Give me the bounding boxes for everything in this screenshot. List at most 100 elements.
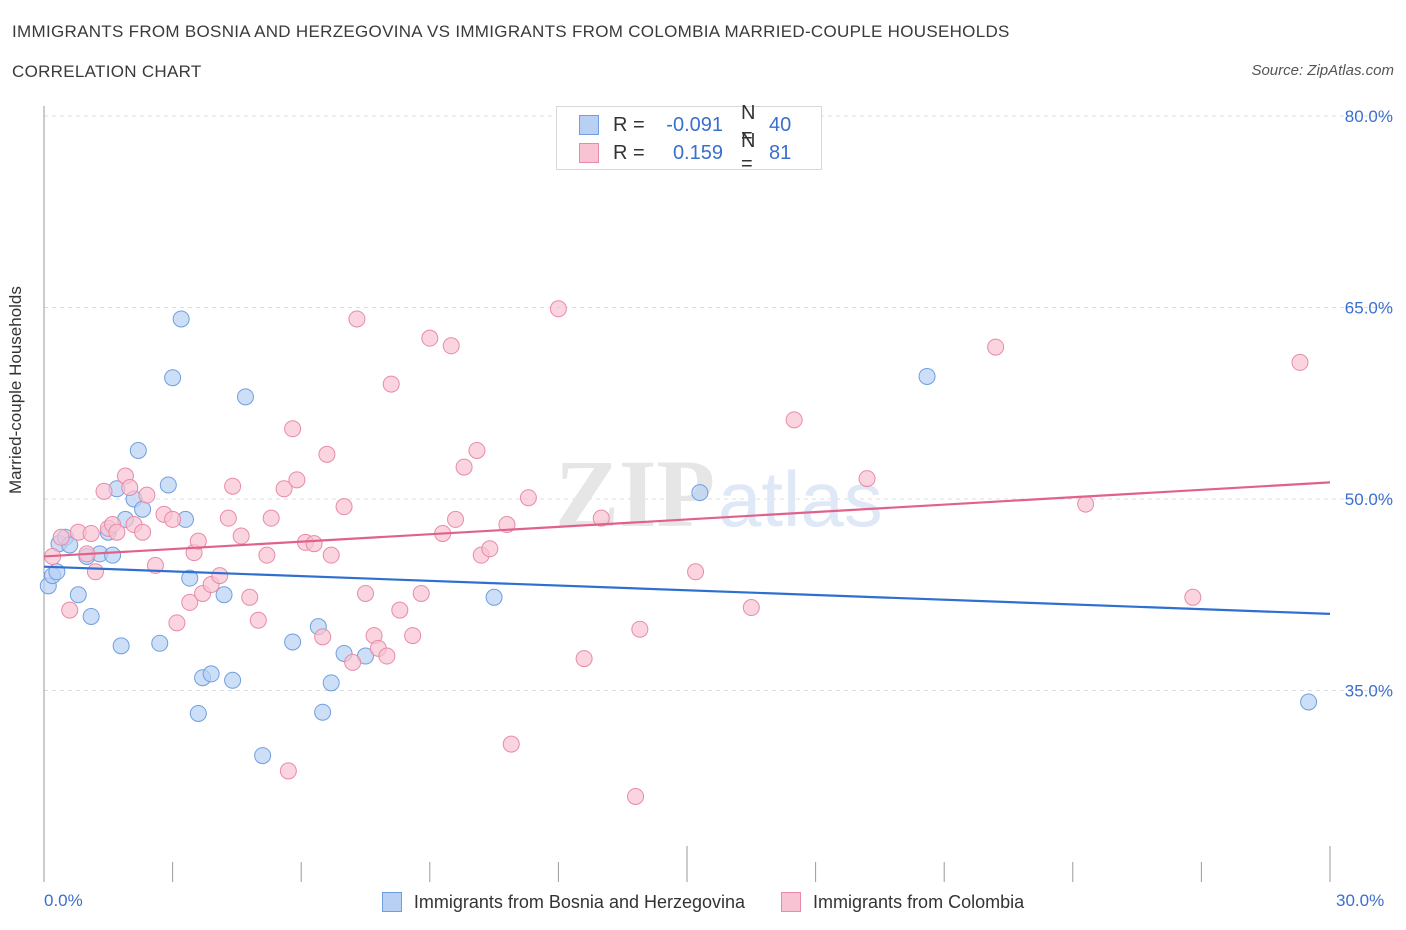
colombia-point <box>288 471 306 489</box>
colombia-point <box>1077 495 1095 513</box>
stats-row-colombia: R = 0.159 N = 81 <box>579 130 792 175</box>
colombia-point <box>858 470 876 488</box>
x-tick-label-max: 30.0% <box>1336 891 1385 910</box>
bosnia-point <box>134 500 152 518</box>
bosnia-point <box>159 476 177 494</box>
colombia-point <box>249 611 267 629</box>
bosnia-point <box>314 703 332 721</box>
y-tick-label-50: 50.0% <box>1345 490 1393 509</box>
watermark-zip: ZIP <box>555 440 715 547</box>
colombia-point <box>258 546 276 564</box>
colombia-point <box>391 601 409 619</box>
colombia-point <box>687 563 705 581</box>
colombia-point <box>378 647 396 665</box>
colombia-point <box>468 441 486 459</box>
colombia-point <box>224 477 242 495</box>
colombia-point <box>412 584 430 602</box>
colombia-point <box>627 787 645 805</box>
colombia-point <box>219 509 237 527</box>
colombia-point <box>279 762 297 780</box>
r-label: R = <box>613 141 645 164</box>
bosnia-point <box>1300 693 1318 711</box>
bosnia-point <box>181 569 199 587</box>
bosnia-point <box>112 637 130 655</box>
colombia-point <box>211 567 229 585</box>
colombia-point <box>631 620 649 638</box>
colombia-point <box>189 532 207 550</box>
colombia-point <box>1184 588 1202 606</box>
colombia-point <box>592 509 610 527</box>
watermark-atlas: atlas <box>718 455 883 543</box>
colombia-point <box>421 329 439 347</box>
bosnia-point <box>254 747 272 765</box>
legend-swatch-bosnia <box>381 892 402 912</box>
stats-legend: R = -0.091 N = 40 R = 0.159 N = 81 <box>556 102 822 175</box>
bosnia-trend-line <box>43 565 1331 615</box>
n-value-colombia: 81 <box>769 141 792 164</box>
colombia-point <box>404 627 422 645</box>
bosnia-point <box>69 586 87 604</box>
colombia-point <box>121 479 139 497</box>
colombia-point <box>168 614 186 632</box>
colombia-point <box>284 420 302 438</box>
colombia-point <box>164 510 182 528</box>
colombia-point <box>987 338 1005 356</box>
bosnia-point <box>918 367 936 385</box>
colombia-point <box>314 628 332 646</box>
n-value-bosnia: 40 <box>769 113 792 136</box>
bosnia-point <box>485 588 503 606</box>
colombia-point <box>241 588 259 606</box>
colombia-point <box>447 510 465 528</box>
colombia-point <box>382 375 400 393</box>
colombia-point <box>146 556 164 574</box>
r-value-bosnia: -0.091 <box>666 113 723 136</box>
colombia-swatch <box>579 143 599 163</box>
x-tick-label-min: 0.0% <box>44 891 83 910</box>
colombia-point <box>481 540 499 558</box>
bosnia-point <box>236 388 254 406</box>
colombia-point <box>95 482 113 500</box>
source-credit: Source: ZipAtlas.com <box>1251 62 1394 79</box>
colombia-point <box>52 528 70 546</box>
bosnia-point <box>82 607 100 625</box>
bosnia-point <box>151 634 169 652</box>
bosnia-point <box>224 671 242 689</box>
legend-item-colombia[interactable]: Immigrants from Colombia <box>781 892 1024 913</box>
colombia-point <box>455 458 473 476</box>
colombia-point <box>1291 353 1309 371</box>
colombia-point <box>742 599 760 617</box>
y-tick-label-80: 80.0% <box>1345 107 1393 126</box>
colombia-point <box>275 480 293 498</box>
colombia-point <box>108 523 126 541</box>
y-tick-label-65: 65.0% <box>1345 299 1393 318</box>
colombia-point <box>232 527 250 545</box>
n-label: N = <box>741 102 756 147</box>
series-legend: Immigrants from Bosnia and Herzegovina I… <box>0 888 1406 916</box>
colombia-point <box>575 650 593 668</box>
colombia-point <box>181 593 199 611</box>
bosnia-point <box>284 633 302 651</box>
colombia-point <box>442 337 460 355</box>
colombia-trend-line <box>43 481 1331 558</box>
colombia-point <box>82 524 100 542</box>
colombia-point <box>86 563 104 581</box>
colombia-point <box>357 584 374 602</box>
r-value-colombia: 0.159 <box>672 141 723 164</box>
bosnia-point <box>104 546 122 564</box>
bosnia-point <box>129 441 147 459</box>
colombia-point <box>519 489 537 507</box>
bosnia-point <box>172 310 190 328</box>
colombia-point <box>502 735 520 753</box>
colombia-point <box>262 509 280 527</box>
legend-label-bosnia: Immigrants from Bosnia and Herzegovina <box>413 891 746 912</box>
bosnia-swatch <box>579 115 599 135</box>
legend-item-bosnia[interactable]: Immigrants from Bosnia and Herzegovina <box>381 891 746 913</box>
bosnia-point <box>189 704 207 722</box>
colombia-point <box>318 445 336 463</box>
colombia-point <box>138 486 156 504</box>
bosnia-point <box>322 674 340 692</box>
bosnia-point <box>164 369 182 387</box>
chart-subtitle: CORRELATION CHART <box>12 62 202 81</box>
n-label: N = <box>741 130 756 175</box>
